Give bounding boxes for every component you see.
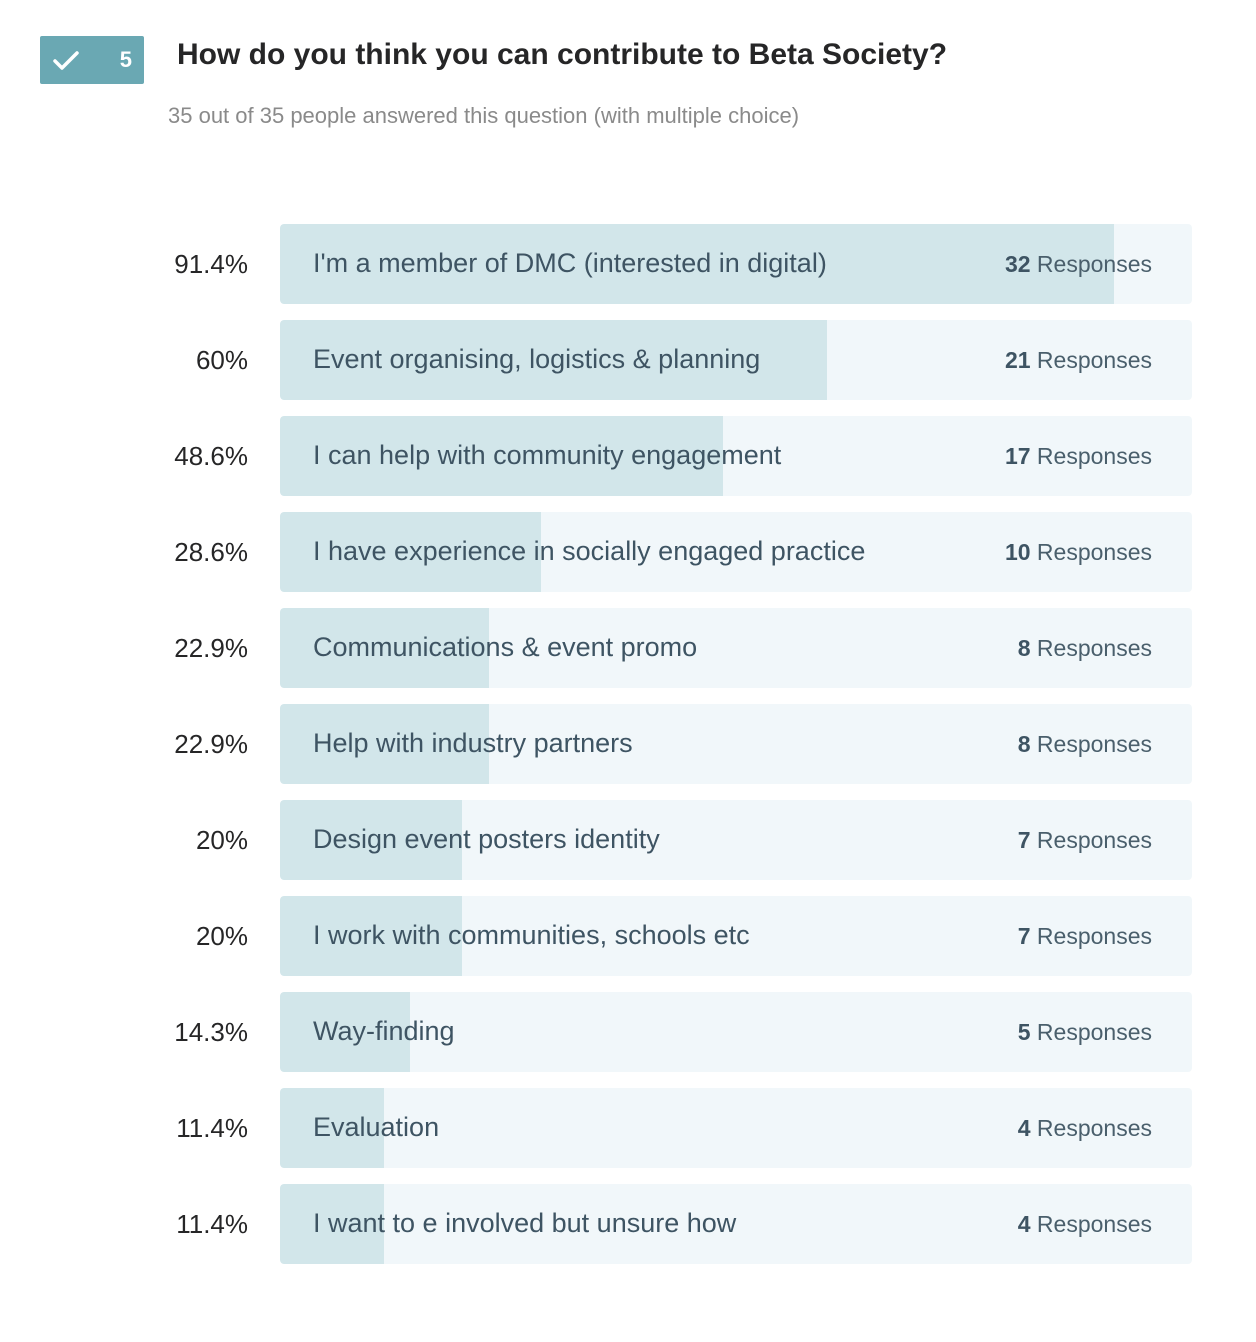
answer-percentage: 28.6%: [174, 537, 248, 567]
response-count-number: 7: [1017, 827, 1031, 853]
answer-label: I can help with community engagement: [313, 440, 782, 470]
answer-bar-fill: [280, 224, 1114, 304]
answer-bar-fill: [280, 1088, 384, 1168]
answer-response-count: 7 Responses: [1017, 923, 1152, 949]
answer-bar-fill: [280, 800, 462, 880]
answer-percentage: 22.9%: [174, 633, 248, 663]
response-count-number: 5: [1017, 1019, 1031, 1045]
answer-bar-fill: [280, 608, 489, 688]
answer-percentage: 14.3%: [174, 1017, 248, 1047]
answer-bar-track: Help with industry partners 8 Responses: [280, 704, 1192, 784]
response-count-number: 8: [1017, 731, 1031, 757]
answer-row: 20% I work with communities, schools etc 7…: [0, 896, 1256, 976]
response-count-number: 17: [1004, 443, 1031, 469]
answer-row: 60% Event organising, logistics & plannin…: [0, 320, 1256, 400]
answer-label: I have experience in socially engaged pr…: [313, 536, 866, 566]
response-count-number: 7: [1017, 923, 1031, 949]
response-count-number: 4: [1017, 1115, 1031, 1141]
response-count-number: 32: [1004, 251, 1031, 277]
answer-percentage: 22.9%: [174, 729, 248, 759]
answer-response-count: 21 Responses: [1004, 347, 1152, 373]
answer-bar-track: I work with communities, schools etc 7 Re…: [280, 896, 1192, 976]
answer-row: 22.9% Communications & event promo 8 Respo…: [0, 608, 1256, 688]
answer-label: Way-finding: [313, 1016, 455, 1046]
answer-row: 22.9% Help with industry partners 8 Respon…: [0, 704, 1256, 784]
answer-row: 48.6% I can help with community engagemen…: [0, 416, 1256, 496]
answer-bar-fill: [280, 992, 410, 1072]
answer-bar-track: I can help with community engagement 17 R…: [280, 416, 1192, 496]
answer-label: Design event posters identity: [313, 824, 660, 854]
answer-percentage: 60%: [195, 345, 248, 375]
answer-label: Help with industry partners: [313, 728, 633, 758]
answer-percentage: 11.4%: [176, 1113, 248, 1143]
question-number: 5: [119, 47, 132, 72]
answer-bar-track: Event organising, logistics & planning 21…: [280, 320, 1192, 400]
answer-response-count: 7 Responses: [1017, 827, 1152, 853]
answer-response-count: 5 Responses: [1017, 1019, 1152, 1045]
answer-bar-track: I have experience in socially engaged pr…: [280, 512, 1192, 592]
answer-percentage: 20%: [195, 921, 248, 951]
check-icon: [53, 51, 79, 70]
answer-bar-track: I want to e involved but unsure how 4 Res…: [280, 1184, 1192, 1264]
answer-row: 11.4% Evaluation 4 Responses: [0, 1088, 1256, 1168]
answer-bar-track: Design event posters identity 7 Responses: [280, 800, 1192, 880]
response-count-number: 21: [1004, 347, 1031, 373]
answer-label: Evaluation: [313, 1112, 440, 1142]
answer-response-count: 4 Responses: [1017, 1115, 1152, 1141]
response-count-number: 4: [1017, 1211, 1031, 1237]
answer-percentage: 91.4%: [174, 249, 248, 279]
answer-bar-fill: [280, 704, 489, 784]
answer-response-count: 8 Responses: [1017, 731, 1152, 757]
response-count-number: 10: [1004, 539, 1031, 565]
answer-bar-track: Communications & event promo 8 Responses: [280, 608, 1192, 688]
answer-bar-track: Evaluation 4 Responses: [280, 1088, 1192, 1168]
answer-bar-fill: [280, 416, 723, 496]
answer-response-count: 32 Responses: [1004, 251, 1152, 277]
answer-row: 28.6% I have experience in socially engag…: [0, 512, 1256, 592]
answer-response-count: 4 Responses: [1017, 1211, 1152, 1237]
answer-bar-track: I'm a member of DMC (interested in digit…: [280, 224, 1192, 304]
answer-response-count: 17 Responses: [1004, 443, 1152, 469]
answer-label: I'm a member of DMC (interested in digit…: [313, 248, 827, 278]
answer-percentage: 11.4%: [176, 1209, 248, 1239]
answer-bar-fill: [280, 320, 827, 400]
question-number-badge: 5: [40, 36, 144, 84]
answer-label: Communications & event promo: [313, 632, 698, 662]
answer-label: I want to e involved but unsure how: [313, 1208, 737, 1238]
answer-percentage: 48.6%: [174, 441, 248, 471]
answer-bar-fill: [280, 1184, 384, 1264]
answer-percentage: 20%: [195, 825, 248, 855]
answer-bar-fill: [280, 512, 541, 592]
answer-label: I work with communities, schools etc: [313, 920, 750, 950]
answer-label: Event organising, logistics & planning: [313, 344, 761, 374]
answer-response-count: 10 Responses: [1004, 539, 1152, 565]
answer-row: 14.3% Way-finding 5 Responses: [0, 992, 1256, 1072]
question-subtitle: 35 out of 35 people answered this questi…: [168, 103, 800, 128]
answer-bar-track: Way-finding 5 Responses: [280, 992, 1192, 1072]
response-count-number: 8: [1017, 635, 1031, 661]
answer-row: 11.4% I want to e involved but unsure how…: [0, 1184, 1256, 1264]
answer-row: 91.4% I'm a member of DMC (interested in …: [0, 224, 1256, 304]
answer-bar-fill: [280, 896, 462, 976]
answer-response-count: 8 Responses: [1017, 635, 1152, 661]
answer-row: 20% Design event posters identity 7 Respon…: [0, 800, 1256, 880]
question-title: How do you think you can contribute to B…: [177, 38, 948, 71]
